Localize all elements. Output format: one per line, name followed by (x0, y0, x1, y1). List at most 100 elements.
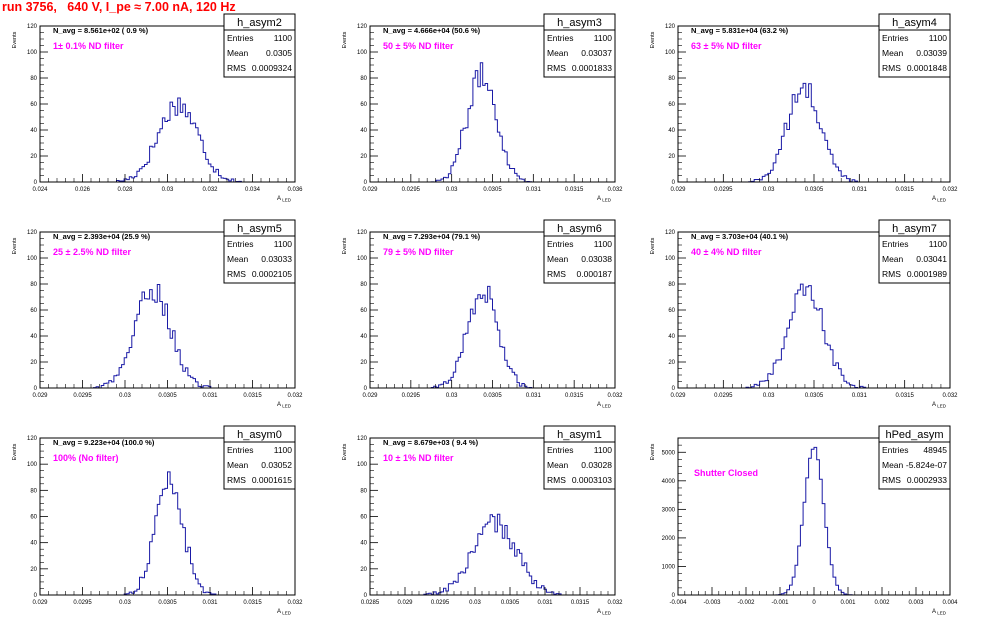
x-tick-label: 0.03 (446, 393, 458, 399)
x-tick-label: 0.032 (942, 187, 958, 193)
x-tick-label: 0.032 (942, 393, 958, 399)
x-tick-label: 0.0305 (483, 393, 502, 399)
x-tick-label: 0.0315 (565, 393, 584, 399)
y-tick-label: 60 (360, 515, 367, 521)
y-tick-label: 40 (30, 334, 37, 340)
y-tick-label: 120 (357, 436, 368, 442)
y-tick-label: 0 (34, 386, 38, 392)
n-avg-annotation: N_avg = 8.679e+03 ( 9.4 %) (383, 438, 479, 447)
n-avg-annotation: N_avg = 5.831e+04 (63.2 %) (691, 26, 789, 35)
stats-box: h_asym7 Entries 1100 Mean 0.03041 RMS 0.000198… (878, 219, 951, 284)
y-tick-label: 0 (34, 180, 38, 186)
x-tick-label: 0.03 (119, 600, 131, 606)
y-tick-label: 80 (668, 282, 675, 288)
filter-label: 50 ± 5% ND filter (383, 41, 454, 51)
histogram-panel: 0.024 0.026 0.028 0.03 0.032 0.034 0.036 0 20 40 6… (12, 13, 303, 203)
stats-label: Mean (227, 48, 249, 58)
y-tick-label: 20 (30, 154, 37, 160)
x-tick-label: 0.0305 (158, 393, 177, 399)
stats-label: RMS (547, 63, 566, 73)
x-tick-label: 0.034 (245, 187, 261, 193)
y-tick-label: 0 (364, 180, 368, 186)
y-axis-title: Events (12, 31, 18, 48)
y-tick-label: 40 (360, 541, 367, 547)
filter-label: 1± 0.1% ND filter (53, 41, 124, 51)
x-tick-label: 0.0305 (483, 187, 502, 193)
y-axis-title: Events (342, 31, 348, 48)
y-tick-label: 20 (30, 360, 37, 366)
stats-value: -5.824e-07 (906, 460, 947, 470)
stats-label: Entries (547, 33, 573, 43)
stats-box-title: h_asym1 (557, 429, 602, 441)
y-tick-label: 100 (665, 256, 676, 262)
y-tick-label: 80 (30, 76, 37, 82)
stats-box-frame (878, 219, 951, 284)
filter-label: 10 ± 1% ND filter (383, 453, 454, 463)
y-tick-label: 0 (672, 386, 676, 392)
x-tick-label: 0.03 (763, 187, 775, 193)
x-tick-label: 0.029 (397, 600, 413, 606)
x-tick-label: 0.0315 (243, 393, 262, 399)
y-tick-label: 0 (672, 593, 676, 599)
n-avg-annotation: N_avg = 3.703e+04 (40.1 %) (691, 232, 789, 241)
x-tick-label: 0.0315 (895, 393, 914, 399)
stats-box-title: h_asym3 (557, 17, 602, 29)
filter-label: 63 ± 5% ND filter (691, 41, 762, 51)
x-axis-title: A LED (597, 609, 612, 616)
stats-box-title: h_asym7 (892, 223, 937, 235)
y-tick-label: 40 (30, 541, 37, 547)
stats-label: RMS (882, 475, 901, 485)
stats-box-title: h_asym6 (557, 223, 602, 235)
stats-label: Entries (227, 33, 253, 43)
x-tick-label: -0.001 (771, 600, 789, 606)
y-tick-label: 0 (34, 593, 38, 599)
histogram-line (678, 82, 950, 183)
y-tick-label: 100 (357, 256, 368, 262)
stats-label: Entries (227, 445, 253, 455)
x-tick-label: 0.0295 (714, 393, 733, 399)
x-axis-title: A LED (277, 609, 292, 616)
histogram-line (370, 285, 615, 389)
stats-value: 0.0001848 (907, 63, 947, 73)
page-title: run 3756, 640 V, I_pe ≈ 7.00 nA, 120 Hz (2, 0, 236, 14)
histogram-line (370, 62, 615, 183)
x-tick-label: 0.0315 (571, 600, 590, 606)
stats-value: 0.03038 (581, 254, 612, 264)
y-tick-label: 80 (30, 488, 37, 494)
y-tick-label: 120 (665, 230, 676, 236)
stats-label: Mean (227, 460, 249, 470)
y-tick-label: 60 (668, 308, 675, 314)
stats-label: Entries (547, 445, 573, 455)
x-tick-label: -0.002 (737, 600, 755, 606)
histogram-panel: 0.029 0.0295 0.03 0.0305 0.031 0.0315 0.032 0 20… (12, 219, 303, 409)
x-tick-label: 0.0305 (158, 600, 177, 606)
x-tick-label: 0.028 (117, 187, 133, 193)
stats-label: Mean (882, 48, 904, 58)
x-axis-title: A LED (597, 196, 612, 203)
x-tick-label: 0.003 (908, 600, 924, 606)
y-tick-label: 120 (27, 230, 38, 236)
y-tick-label: 100 (665, 50, 676, 56)
x-tick-label: 0.029 (32, 600, 48, 606)
y-tick-label: 80 (360, 76, 367, 82)
filter-label: Shutter Closed (694, 468, 758, 478)
y-tick-label: 60 (360, 308, 367, 314)
stats-box: h_asym4 Entries 1100 Mean 0.03039 RMS 0.000184… (878, 13, 951, 78)
histogram-panel: 0.029 0.0295 0.03 0.0305 0.031 0.0315 0.032 0 20… (650, 13, 958, 203)
x-tick-label: 0.001 (840, 600, 856, 606)
x-tick-label: 0.0295 (73, 393, 92, 399)
stats-value: 0.0009324 (252, 63, 292, 73)
histogram-line (678, 283, 950, 389)
x-tick-label: 0.031 (202, 600, 218, 606)
x-tick-label: 0.0295 (73, 600, 92, 606)
y-tick-label: 120 (27, 24, 38, 30)
stats-box-frame (543, 425, 616, 490)
y-tick-label: 60 (30, 102, 37, 108)
y-axis-title: Events (650, 31, 656, 48)
x-tick-label: 0.031 (526, 393, 542, 399)
histogram-panel: -0.004 -0.003 -0.002 -0.001 0 0.001 0.002 0.003… (650, 425, 958, 616)
x-axis-title: A LED (932, 196, 947, 203)
histogram-panel: 0.029 0.0295 0.03 0.0305 0.031 0.0315 0.032 0 20… (342, 219, 623, 409)
x-tick-label: 0 (812, 600, 816, 606)
stats-value: 0.0001989 (907, 269, 947, 279)
